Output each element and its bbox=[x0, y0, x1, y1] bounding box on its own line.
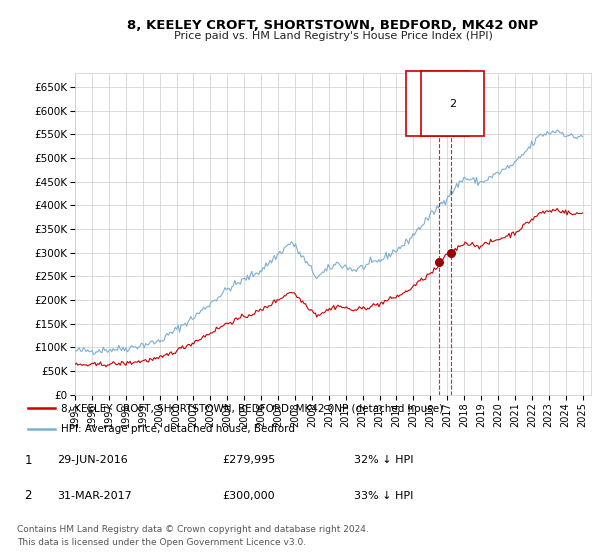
Text: Contains HM Land Registry data © Crown copyright and database right 2024.: Contains HM Land Registry data © Crown c… bbox=[17, 525, 368, 534]
Text: 8, KEELEY CROFT, SHORTSTOWN, BEDFORD, MK42 0NP: 8, KEELEY CROFT, SHORTSTOWN, BEDFORD, MK… bbox=[127, 19, 539, 32]
Text: Price paid vs. HM Land Registry's House Price Index (HPI): Price paid vs. HM Land Registry's House … bbox=[173, 31, 493, 41]
Text: 8, KEELEY CROFT, SHORTSTOWN, BEDFORD, MK42 0NP (detached house): 8, KEELEY CROFT, SHORTSTOWN, BEDFORD, MK… bbox=[61, 404, 443, 413]
Text: £279,995: £279,995 bbox=[222, 455, 275, 465]
Text: HPI: Average price, detached house, Bedford: HPI: Average price, detached house, Bedf… bbox=[61, 424, 295, 433]
Text: 1: 1 bbox=[434, 99, 441, 109]
Text: 29-JUN-2016: 29-JUN-2016 bbox=[57, 455, 128, 465]
Text: 31-MAR-2017: 31-MAR-2017 bbox=[57, 491, 132, 501]
Text: 33% ↓ HPI: 33% ↓ HPI bbox=[354, 491, 413, 501]
Text: 2: 2 bbox=[449, 99, 456, 109]
Text: 2: 2 bbox=[25, 489, 32, 502]
Text: This data is licensed under the Open Government Licence v3.0.: This data is licensed under the Open Gov… bbox=[17, 538, 306, 547]
Text: 32% ↓ HPI: 32% ↓ HPI bbox=[354, 455, 413, 465]
Text: £300,000: £300,000 bbox=[222, 491, 275, 501]
Text: 1: 1 bbox=[25, 454, 32, 467]
